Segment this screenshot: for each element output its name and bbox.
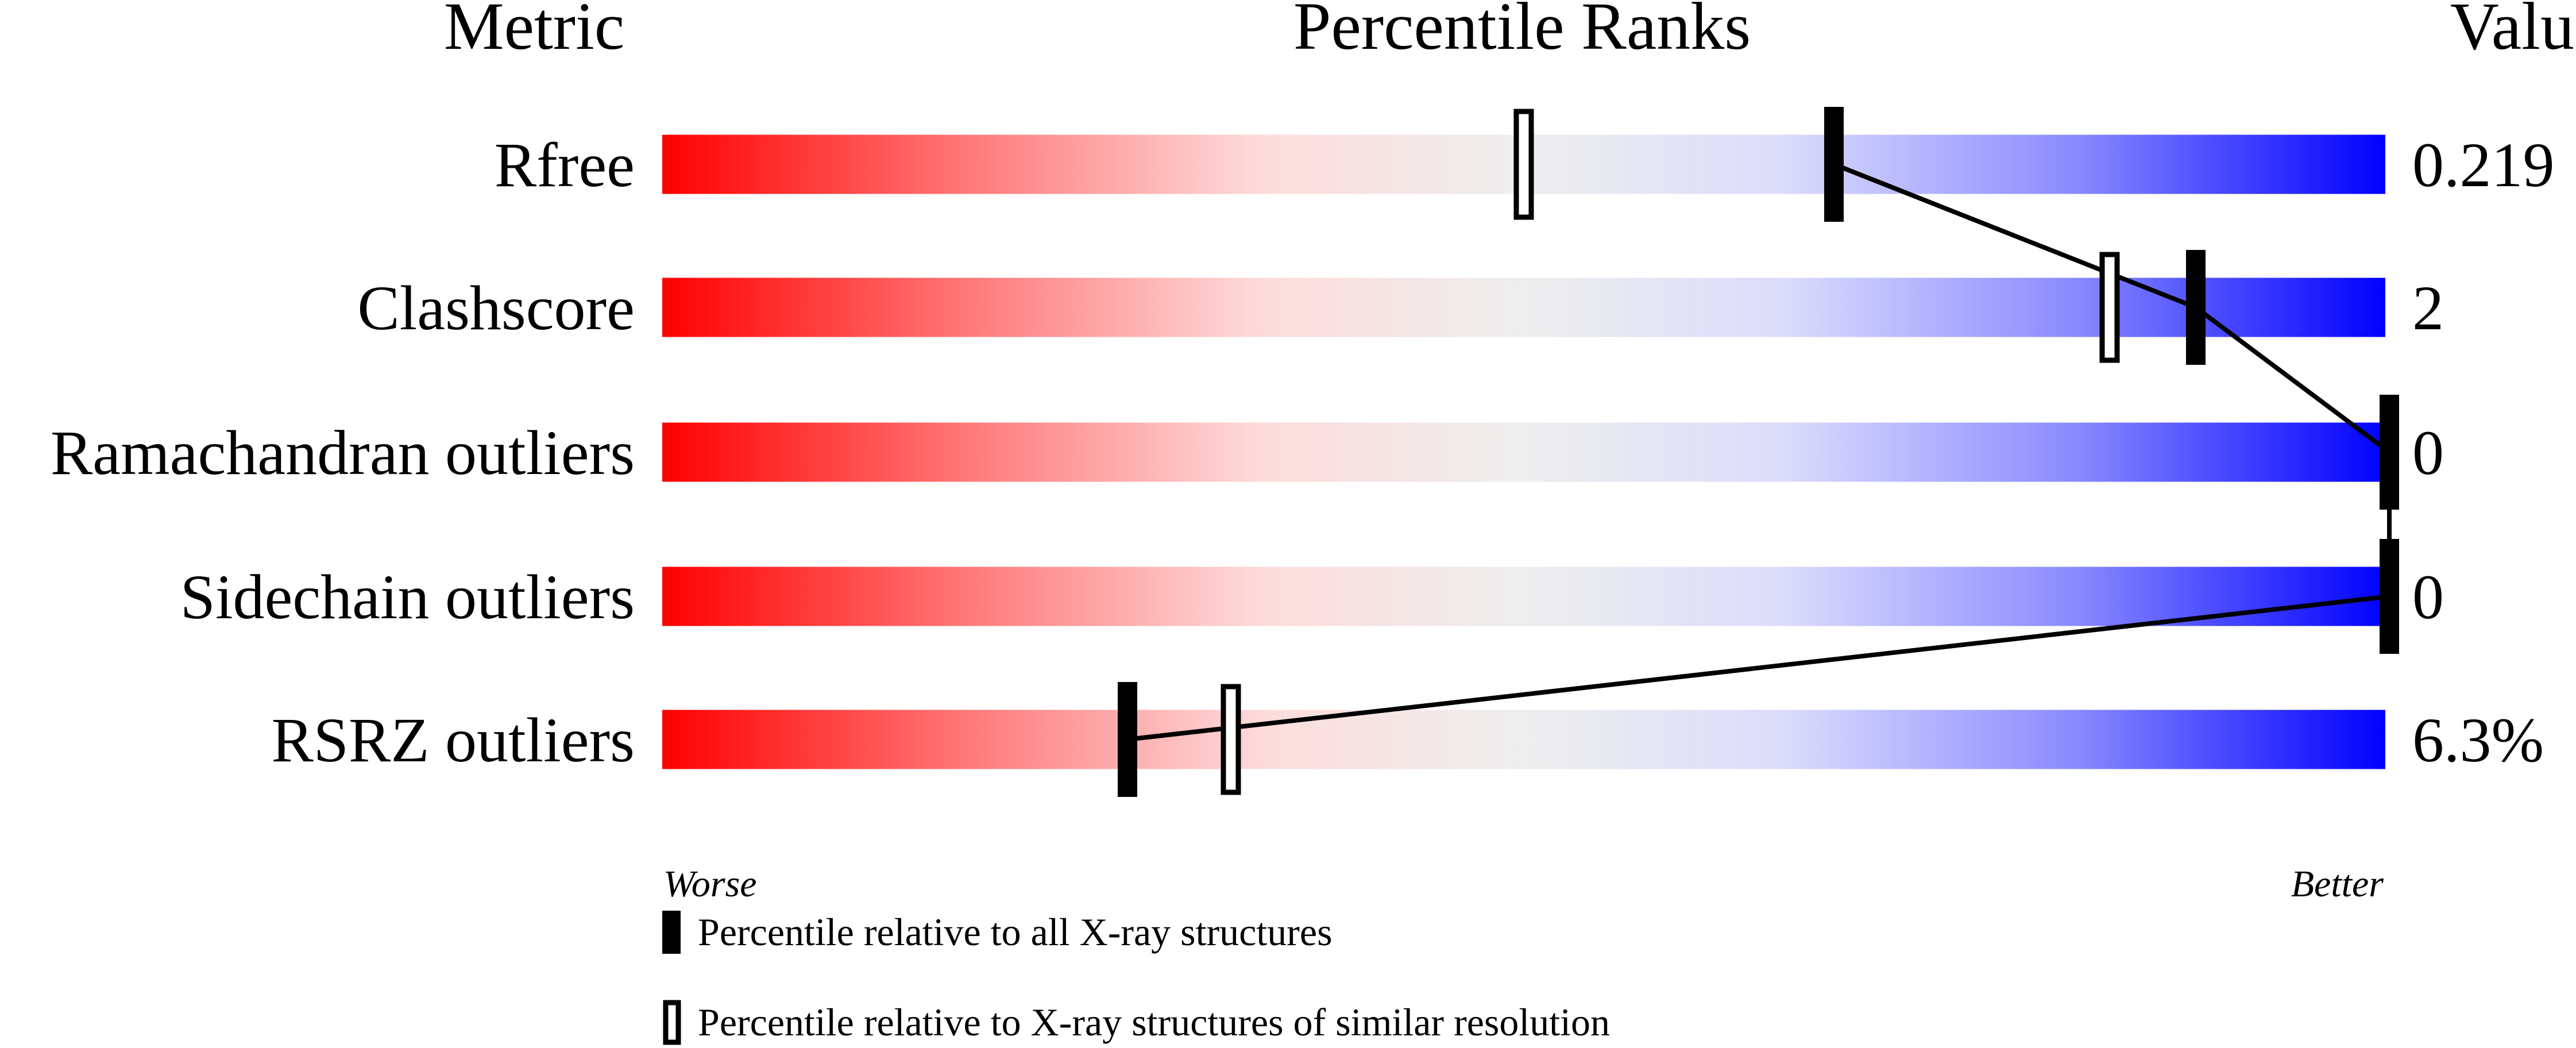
metric-label: Clashscore [357, 273, 635, 343]
all-structures-marker [2380, 395, 2399, 510]
value-label: 0 [2412, 562, 2444, 632]
legend-filled-label: Percentile relative to all X-ray structu… [698, 910, 1333, 954]
value-label: 6.3% [2412, 705, 2544, 775]
all-structures-marker [1824, 107, 1844, 222]
legend-open-label: Percentile relative to X-ray structures … [698, 1000, 1610, 1044]
header-metric: Metric [444, 0, 625, 64]
similar-resolution-marker [2099, 252, 2120, 363]
value-label: 0 [2412, 418, 2444, 488]
percentile-bar [662, 278, 2385, 337]
value-label: 0.219 [2412, 130, 2555, 200]
all-structures-marker [1118, 682, 1137, 797]
worse-label: Worse [663, 863, 757, 905]
similar-resolution-marker [1513, 109, 1534, 220]
similar-resolution-marker [1221, 684, 1241, 795]
header-percentile-ranks: Percentile Ranks [1293, 0, 1751, 64]
percentile-bar [662, 567, 2385, 626]
metric-label: Rfree [495, 130, 635, 200]
percentile-bar [662, 422, 2385, 482]
all-structures-marker [2186, 250, 2206, 365]
legend-filled-marker [662, 911, 681, 954]
metric-label: Ramachandran outliers [51, 418, 635, 488]
value-label: 2 [2412, 273, 2444, 343]
metric-label: RSRZ outliers [271, 705, 635, 775]
legend-open-marker [663, 1000, 681, 1045]
header-value: Value [2450, 0, 2576, 64]
metric-label: Sidechain outliers [180, 562, 635, 632]
all-structures-marker [2380, 539, 2399, 654]
better-label: Better [2291, 863, 2384, 905]
percentile-bar [662, 710, 2385, 769]
